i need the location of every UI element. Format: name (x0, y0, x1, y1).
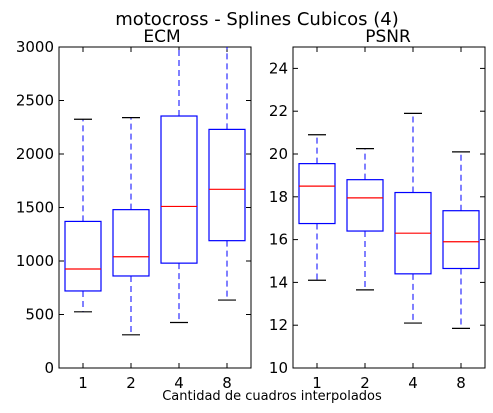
y-tick-label: 24 (269, 59, 288, 77)
box-1 (64, 118, 102, 313)
x-tick-label: 2 (360, 374, 370, 392)
y-tick-label: 500 (25, 306, 54, 324)
x-tick-label: 4 (408, 374, 418, 392)
axes-frame (292, 46, 486, 369)
panel-ecm: ECM 0 500 1000 1500 2000 2500 3000 1 2 4 8 (16, 27, 252, 392)
y-tick-label: 22 (269, 102, 288, 120)
x-tick-label: 4 (174, 374, 184, 392)
box-body (112, 209, 150, 277)
box-body (298, 163, 336, 225)
box-body (64, 220, 102, 292)
y-tick-label: 20 (269, 145, 288, 163)
y-tick-label: 1500 (16, 199, 54, 217)
y-tick-label: 12 (269, 316, 288, 334)
box-2 (346, 148, 384, 291)
x-tick-label: 1 (312, 374, 322, 392)
box-8 (442, 151, 480, 330)
x-tick-label: 8 (222, 374, 232, 392)
y-tick-label: 2500 (16, 92, 54, 110)
box-body (442, 210, 480, 270)
box-1 (298, 134, 336, 281)
figure-title: motocross - Splines Cubicos (4) (115, 9, 399, 30)
y-tick-label: 14 (269, 273, 288, 291)
x-tick-label: 1 (78, 374, 88, 392)
box-body (160, 115, 198, 264)
y-tick-label: 10 (269, 359, 288, 377)
y-tick-label: 1000 (16, 252, 54, 270)
box-4 (160, 47, 198, 324)
box-8 (208, 47, 246, 301)
box-2 (112, 117, 150, 336)
y-tick-label: 16 (269, 231, 288, 249)
axes-frame (58, 46, 252, 369)
y-tick-label: 2000 (16, 145, 54, 163)
panel-title: ECM (143, 27, 180, 47)
y-tick-label: 18 (269, 188, 288, 206)
box-body (208, 128, 246, 242)
panel-title: PSNR (365, 27, 411, 47)
y-tick-label: 3000 (16, 38, 54, 56)
box-4 (394, 112, 432, 324)
box-body (346, 179, 384, 232)
x-tick-label: 2 (126, 374, 136, 392)
x-axis-label: Cantidad de cuadros interpolados (162, 389, 382, 404)
x-tick-label: 8 (456, 374, 466, 392)
y-tick-label: 0 (44, 359, 54, 377)
